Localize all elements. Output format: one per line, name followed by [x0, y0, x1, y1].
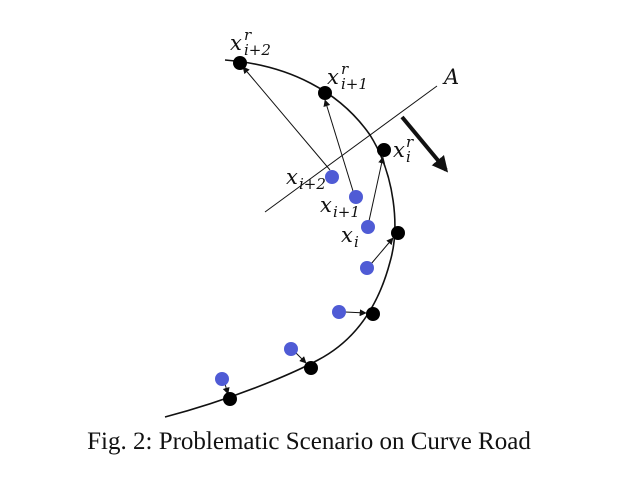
- label-xr-i1: x r i+1: [327, 60, 368, 93]
- label-xr-i2: x r i+2: [230, 26, 271, 59]
- svg-text:r: r: [406, 133, 414, 151]
- ref-point-i2: [233, 56, 247, 70]
- direction-arrow: [400, 115, 449, 173]
- label-xr-i: x r i: [393, 133, 414, 166]
- ref-point: [391, 226, 405, 240]
- svg-text:i+1: i+1: [333, 203, 360, 221]
- vehicle-point: [332, 305, 346, 319]
- label-x-i2: x i+2: [286, 165, 326, 193]
- ref-point: [366, 307, 380, 321]
- svg-text:r: r: [341, 60, 349, 78]
- label-A: A: [442, 65, 459, 89]
- figure-caption: Fig. 2: Problematic Scenario on Curve Ro…: [87, 428, 531, 455]
- vehicle-point-i: [361, 220, 375, 234]
- svg-text:i+1: i+1: [341, 75, 368, 93]
- vehicle-point-i2: [325, 170, 339, 184]
- curve-road: [164, 59, 396, 418]
- arrow-short-4: [222, 383, 230, 395]
- svg-text:r: r: [244, 26, 252, 44]
- ref-point: [304, 361, 318, 375]
- vehicle-point: [284, 342, 298, 356]
- arrow-i2: [242, 66, 331, 171]
- svg-text:x: x: [393, 138, 405, 162]
- svg-text:x: x: [230, 31, 242, 55]
- label-x-i: x i: [341, 223, 359, 251]
- line-A: [264, 85, 438, 213]
- svg-text:x: x: [320, 193, 332, 217]
- svg-text:i: i: [406, 148, 411, 166]
- arrow-i: [368, 156, 386, 222]
- label-x-i1: x i+1: [320, 193, 360, 221]
- ref-point-i: [377, 143, 391, 157]
- arrow-short-3: [294, 351, 307, 364]
- svg-text:i: i: [354, 233, 359, 251]
- ref-point-i1: [318, 86, 332, 100]
- vehicle-point-i1: [349, 190, 363, 204]
- svg-text:x: x: [341, 223, 353, 247]
- arrow-short-1: [370, 237, 394, 265]
- svg-text:x: x: [327, 65, 339, 89]
- ref-point: [223, 392, 237, 406]
- vehicle-point: [215, 372, 229, 386]
- arrow-i1: [323, 99, 354, 192]
- arrow-short-2: [344, 309, 367, 317]
- svg-text:x: x: [286, 165, 298, 189]
- svg-text:i+2: i+2: [244, 41, 271, 59]
- svg-text:A: A: [442, 65, 459, 89]
- vehicle-point: [360, 261, 374, 275]
- svg-text:i+2: i+2: [299, 175, 326, 193]
